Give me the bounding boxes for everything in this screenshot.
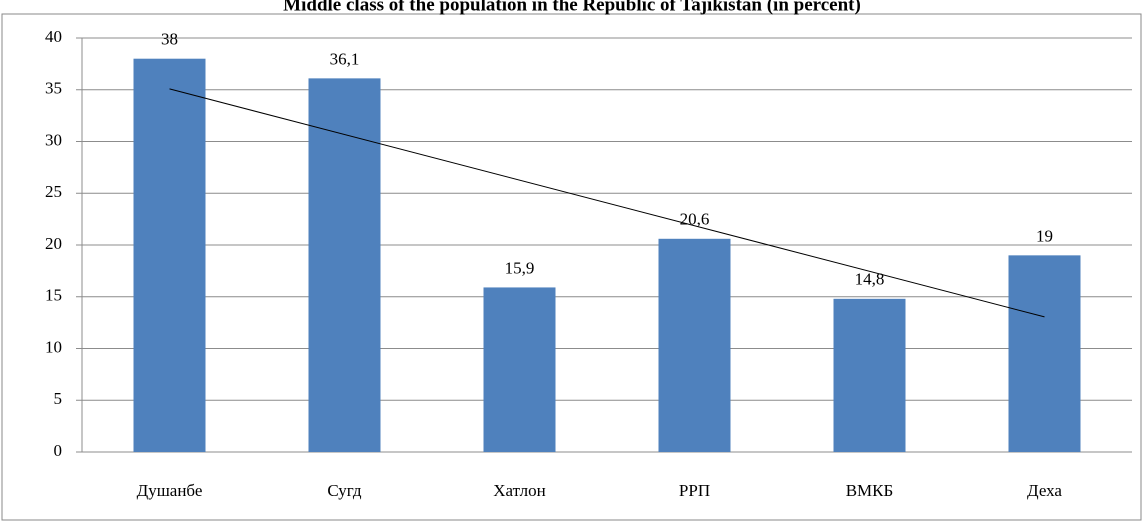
y-tick-label: 30 — [45, 130, 62, 149]
bar — [833, 298, 906, 452]
y-tick-label: 20 — [45, 234, 62, 253]
x-tick-label: Хатлон — [493, 481, 545, 500]
y-tick-label: 5 — [54, 389, 63, 408]
y-tick-label: 0 — [54, 441, 63, 460]
bar — [483, 287, 556, 452]
bar — [1008, 255, 1081, 452]
trend-line — [169, 88, 1045, 318]
frame — [1, 13, 1142, 521]
chart-title: Middle class of the population in the Re… — [283, 0, 861, 15]
y-tick-label: 10 — [45, 337, 62, 356]
y-tick-label: 35 — [45, 79, 62, 98]
data-label: 19 — [1036, 226, 1053, 245]
y-tick-label: 25 — [45, 182, 62, 201]
data-label: 36,1 — [330, 49, 360, 68]
data-label: 15,9 — [505, 258, 535, 277]
bar — [133, 58, 206, 452]
bar — [658, 238, 731, 452]
data-label: 38 — [161, 30, 178, 49]
x-tick-label: Душанбе — [137, 481, 203, 500]
x-tick-label: ВМКБ — [846, 481, 894, 500]
x-tick-label: Сугд — [327, 481, 362, 500]
x-tick-label: РРП — [679, 481, 710, 500]
y-tick-label: 40 — [45, 27, 62, 46]
data-label: 14,8 — [855, 270, 885, 289]
x-tick-label: Деха — [1027, 481, 1062, 500]
y-tick-label: 15 — [45, 286, 62, 305]
